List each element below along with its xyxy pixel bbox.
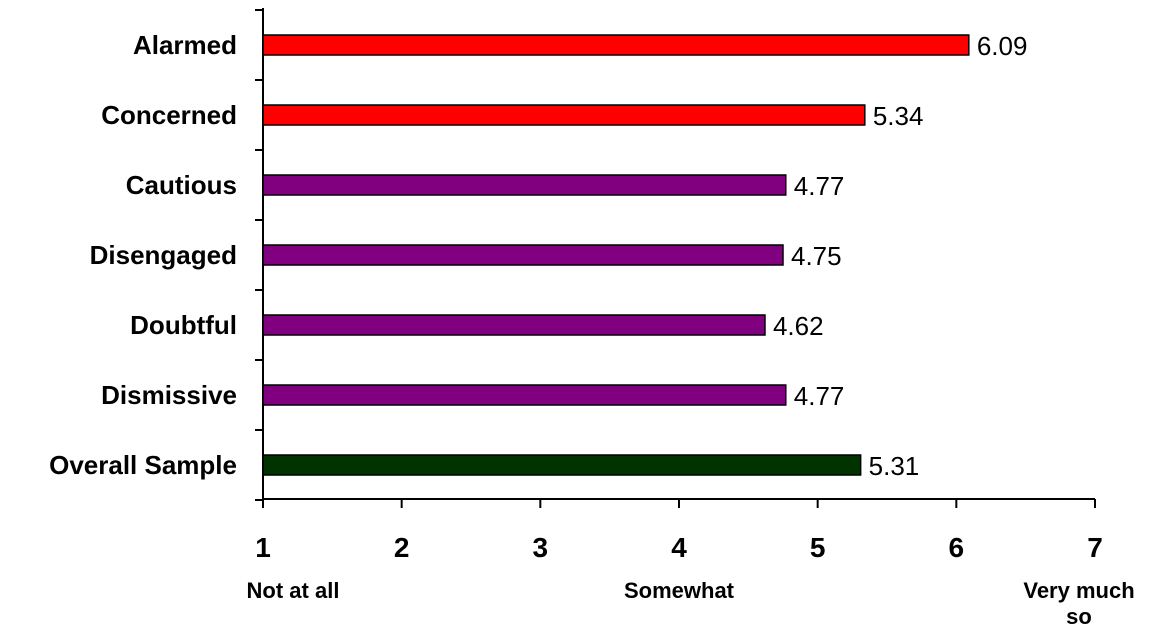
x-tick-label: 4 [671, 532, 687, 563]
bar [262, 244, 784, 266]
x-anchor-label: Not at all [247, 578, 340, 603]
value-label: 4.77 [794, 381, 845, 411]
category-label: Concerned [101, 100, 237, 130]
x-tick-label: 5 [810, 532, 826, 563]
value-label: 4.77 [794, 171, 845, 201]
value-label: 6.09 [977, 31, 1028, 61]
labels: 1 2 3 4 5 6 7 Not at all Somewhat Very much so Alar… [49, 30, 1135, 629]
bars [262, 34, 970, 476]
bar [262, 174, 787, 196]
category-label: Alarmed [133, 30, 237, 60]
x-anchor-label: Somewhat [624, 578, 735, 603]
category-label: Overall Sample [49, 450, 237, 480]
bar [262, 34, 970, 56]
category-label: Cautious [126, 170, 237, 200]
x-tick-label: 2 [394, 532, 410, 563]
value-label: 4.75 [791, 241, 842, 271]
x-tick-label: 7 [1087, 532, 1103, 563]
bar [262, 314, 766, 336]
category-label: Disengaged [90, 240, 237, 270]
category-label: Dismissive [101, 380, 237, 410]
x-tick-label: 6 [949, 532, 965, 563]
bar [262, 104, 866, 126]
bar [262, 454, 862, 476]
value-label: 4.62 [773, 311, 824, 341]
x-tick-label: 3 [533, 532, 549, 563]
x-anchor-label: Very much so [1023, 578, 1134, 629]
x-tick-label: 1 [255, 532, 271, 563]
value-label: 5.34 [873, 101, 924, 131]
bar [262, 384, 787, 406]
value-label: 5.31 [869, 451, 920, 481]
category-label: Doubtful [130, 310, 237, 340]
